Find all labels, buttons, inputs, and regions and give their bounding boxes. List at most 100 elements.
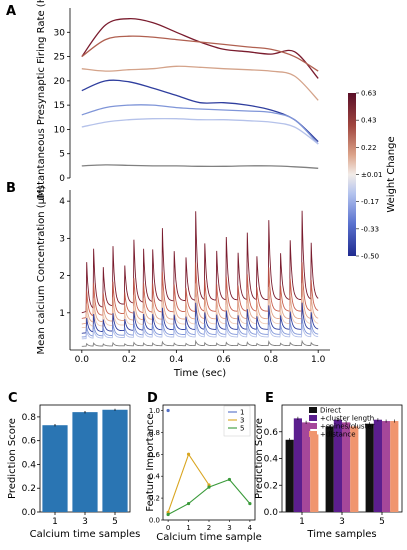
panel-d-x-tick-label: 3 xyxy=(227,524,231,532)
panel-d-y-tick-label: 0.8 xyxy=(149,429,160,437)
colorbar-tick-label: -0.17 xyxy=(361,198,379,206)
panel-a-y-tick-label: 5 xyxy=(59,150,65,160)
panel-a-series-line-1 xyxy=(81,35,319,72)
panel-e-x-axis-label: Time samples xyxy=(306,529,376,540)
panel-d-y-tick-label: 0.0 xyxy=(149,517,160,525)
panel-c-y-tick-label: 0.0 xyxy=(22,508,37,518)
panel-d-x-tick-label: 1 xyxy=(186,524,190,532)
colorbar-bar xyxy=(348,93,356,256)
panel-d-legend-box xyxy=(223,405,251,437)
panel-d-point-3 xyxy=(166,510,170,514)
panel-b-series-line-7 xyxy=(81,339,319,347)
panel-d-point-5 xyxy=(207,485,211,489)
panel-a-firing-rate-chart: 0 5 10 15 20 25 30 Instantaneous Presynaptic Fi… xyxy=(36,0,319,199)
panel-e-x-tick-label: 3 xyxy=(339,517,345,527)
panel-b-calcium-chart: 1 2 3 4 0.0 0.2 0.4 0.6 0.8 1.0 Time (sec) Mean cal… xyxy=(36,185,330,379)
panel-d-y-tick-label: 0.4 xyxy=(149,473,161,481)
panel-b-y-tick-label: 4 xyxy=(59,197,65,207)
panel-e-x-tick-label: 5 xyxy=(379,517,385,527)
panel-d-point-5 xyxy=(186,501,191,506)
weight-change-colorbar: 0.63 0.43 0.22 ±0.01 -0.17 -0.33 -0.50 Weight C… xyxy=(348,90,397,261)
panel-d-legend-label: 5 xyxy=(240,425,244,433)
panel-b-x-tick-label: 0.0 xyxy=(75,355,90,365)
panel-b-series-line-3 xyxy=(81,297,319,329)
panel-e-legend-swatch xyxy=(309,407,317,413)
panel-d-x-tick-label: 2 xyxy=(207,524,211,532)
panel-c-y-tick-label: 0.2 xyxy=(22,484,36,494)
panel-b-x-tick-label: 0.4 xyxy=(169,355,184,365)
panel-b-x-tick-label: 1.0 xyxy=(311,355,326,365)
panel-b-series-line-0 xyxy=(81,210,319,314)
panel-e-bar xyxy=(342,422,351,512)
panel-c-x-tick-label: 1 xyxy=(52,517,58,527)
panel-e-bar xyxy=(285,439,294,512)
panel-a-y-tick-label: 0 xyxy=(59,174,65,184)
colorbar-tick-label: 0.43 xyxy=(361,117,377,125)
panel-e-bar xyxy=(302,422,311,512)
panel-e-legend-label: +distance xyxy=(320,431,356,439)
panel-b-y-axis-label: Mean calcium Concentration (μM) xyxy=(36,185,47,354)
panel-e-y-tick-label: 0.0 xyxy=(264,508,279,518)
panel-b-y-tick-label: 2 xyxy=(59,272,65,282)
panel-b-series-line-6 xyxy=(81,323,319,340)
panel-c-bar xyxy=(72,412,98,512)
panel-e-legend-swatch xyxy=(309,415,317,421)
panel-b-series-line-5 xyxy=(81,316,319,338)
colorbar-tick-label: -0.50 xyxy=(361,253,379,261)
panel-c-y-tick-label: 0.4 xyxy=(22,460,37,470)
panel-a-series-line-2 xyxy=(81,65,319,101)
panel-a-y-tick-label: 20 xyxy=(54,77,66,87)
panel-label-c: C xyxy=(8,391,18,406)
panel-a-series-line-3 xyxy=(81,79,319,143)
panel-d-point-5 xyxy=(166,512,170,517)
panel-c-x-axis-label: Calcium time samples xyxy=(30,529,141,540)
panel-d-point-1 xyxy=(166,408,170,413)
panel-a-y-tick-label: 25 xyxy=(54,53,65,63)
panel-d-x-axis-label: Calcium time sample xyxy=(156,532,262,543)
panel-c-x-tick-label: 5 xyxy=(112,517,118,527)
panel-e-y-tick-label: 0.6 xyxy=(264,428,279,438)
panel-a-y-tick-label: 15 xyxy=(54,101,65,111)
panel-d-legend-label: 1 xyxy=(240,409,244,417)
panel-a-y-tick-label: 10 xyxy=(54,125,66,135)
colorbar-tick-label: 0.63 xyxy=(361,90,377,98)
panel-c-bar xyxy=(102,409,128,512)
panel-a-y-axis-label: Instantaneous Presynaptic Firing Rate (H… xyxy=(36,0,47,199)
panel-c-x-tick-label: 3 xyxy=(82,517,88,527)
panel-label-e: E xyxy=(265,391,274,406)
panel-a-series-line-4 xyxy=(81,104,319,145)
panel-label-b: B xyxy=(6,181,16,196)
panel-e-y-axis-label: Prediction Score xyxy=(254,418,265,499)
panel-e-legend-swatch xyxy=(309,423,317,429)
panel-e-legend-label: Direct xyxy=(320,407,341,415)
panel-e-legend-label: +spines/cluster xyxy=(320,423,375,431)
panel-a-series-line-5 xyxy=(81,117,319,145)
panel-d-x-tick-label: 0 xyxy=(166,524,170,532)
panel-c-y-tick-label: 0.6 xyxy=(22,437,37,447)
panel-b-x-tick-label: 0.8 xyxy=(264,355,279,365)
colorbar-label: Weight Change xyxy=(386,136,397,212)
panel-e-legend-label: +cluster length xyxy=(320,415,374,423)
panel-d-point-5 xyxy=(248,501,252,506)
colorbar-tick-label: 0.22 xyxy=(361,144,377,152)
panel-b-series-line-2 xyxy=(81,283,319,325)
panel-e-y-tick-label: 0.2 xyxy=(264,481,278,491)
panel-e-bar xyxy=(390,421,399,512)
panel-e-bar xyxy=(333,419,342,512)
colorbar-tick-label: -0.33 xyxy=(361,225,379,233)
panel-e-y-tick-label: 0.4 xyxy=(264,455,279,465)
panel-b-y-tick-label: 3 xyxy=(59,234,65,244)
panel-a-series-line-0 xyxy=(81,18,319,79)
panel-e-legend-swatch xyxy=(309,431,317,437)
panel-e-bar xyxy=(350,426,359,512)
panel-e-x-tick-label: 1 xyxy=(299,517,305,527)
panel-d-legend-label: 3 xyxy=(240,417,244,425)
panel-e-bar xyxy=(382,421,391,512)
panel-d-y-tick-label: 0.2 xyxy=(149,495,160,503)
panel-d-y-axis-label: Feature Importance xyxy=(145,413,156,511)
panel-e-bar xyxy=(373,419,382,512)
panel-d-point-3 xyxy=(207,483,211,487)
